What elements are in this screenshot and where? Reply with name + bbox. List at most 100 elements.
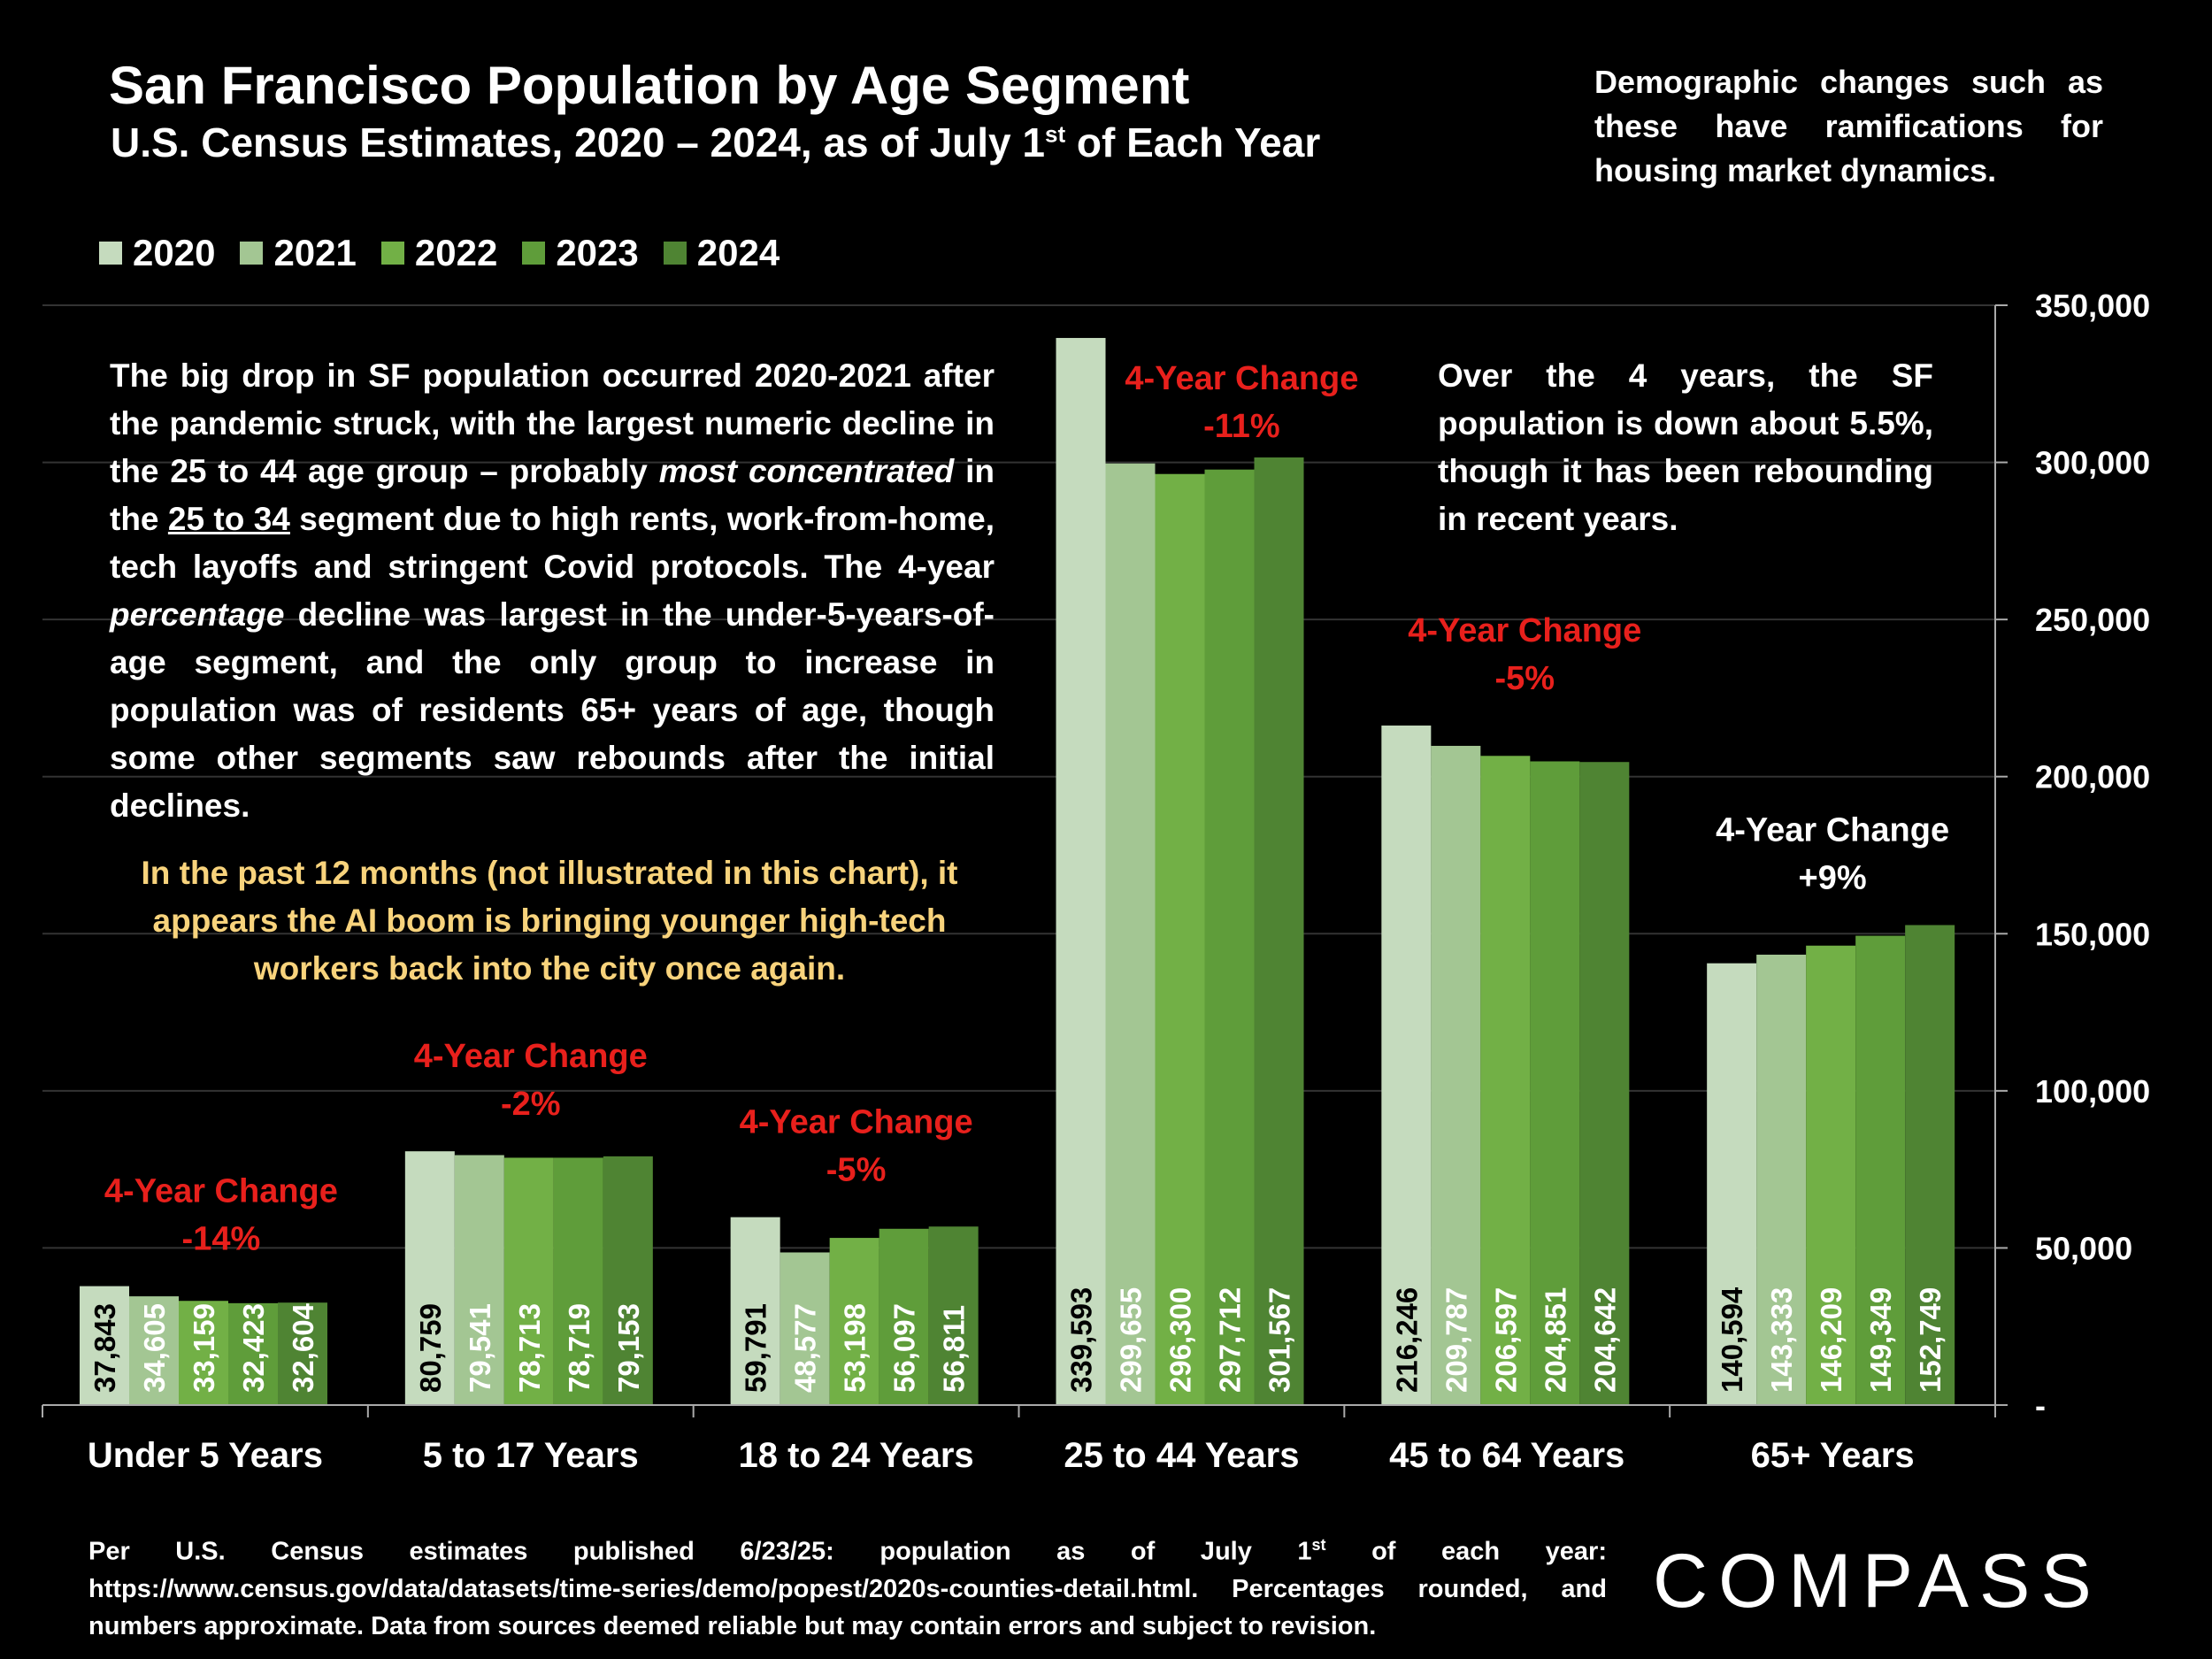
bar [1806,945,1856,1405]
bar-value-label: 78,713 [513,1303,546,1393]
commentary-text-2: in the [110,453,995,537]
bar [1905,925,1955,1405]
commentary-emphasis-2: percentage [110,596,285,633]
change-annotation-value: -5% [1494,660,1555,697]
change-annotation-value: -14% [182,1221,261,1258]
x-category-label: 5 to 17 Years [423,1436,639,1475]
bar-value-label: 37,843 [88,1303,121,1393]
bar [1204,469,1255,1406]
legend-swatch [522,242,546,265]
legend-label: 2021 [273,232,357,273]
ai-boom-note: In the past 12 months (not illustrated i… [141,855,958,987]
bar-value-label: 301,567 [1263,1287,1296,1393]
y-tick-label: 300,000 [2035,445,2150,481]
bar [454,1155,504,1405]
chart-title: San Francisco Population by Age Segment [109,56,1190,115]
change-annotation-label: 4-Year Change [1408,612,1641,649]
subtitle-superscript: st [1045,120,1066,148]
x-category-label: Under 5 Years [88,1436,323,1475]
chart-legend: 2020 2021 2022 2023 2024 [99,232,780,274]
footnote-superscript: st [1311,1536,1326,1554]
bar-value-label: 143,333 [1765,1287,1798,1393]
bar [179,1301,228,1405]
change-annotation-value: -2% [501,1086,561,1123]
bar-value-label: 206,597 [1489,1287,1522,1393]
bar [1381,726,1432,1405]
bar-value-label: 78,719 [563,1303,595,1393]
commentary-underline: 25 to 34 [167,501,290,537]
bar-value-label: 297,712 [1214,1287,1247,1393]
change-annotation-label: 4-Year Change [1716,812,1949,849]
bar-value-label: 140,594 [1716,1286,1748,1393]
source-footnote: Per U.S. Census estimates published 6/23… [88,1526,1607,1645]
bar [928,1226,979,1405]
bar [503,1157,554,1405]
commentary-text-1: The big drop in SF population occurred 2… [110,357,995,489]
bar-value-label: 59,791 [740,1303,772,1393]
bar-value-label: 79,153 [612,1303,645,1393]
bar-value-label: 299,655 [1115,1287,1148,1393]
bar [1480,756,1531,1405]
footnote-text-1: Per U.S. Census estimates published 6/23… [88,1537,1312,1566]
change-annotation-label: 4-Year Change [104,1173,338,1210]
bar-value-label: 209,787 [1440,1287,1472,1393]
bar [1431,745,1481,1405]
bar-value-label: 56,811 [938,1305,971,1393]
bar-value-label: 339,593 [1065,1287,1098,1393]
bar-value-label: 48,577 [789,1303,822,1393]
legend-item: 2024 [663,232,780,274]
x-category-label: 45 to 64 Years [1389,1436,1624,1475]
bar [129,1296,179,1405]
y-tick-label: - [2035,1387,2046,1424]
bar [1579,762,1630,1405]
bar-value-label: 204,642 [1588,1287,1621,1393]
legend-swatch [240,242,264,265]
compass-logo: COMPASS [1653,1539,2102,1624]
y-tick-label: 150,000 [2035,916,2150,952]
subtitle-end: of Each Year [1065,119,1321,165]
change-annotation-value: -11% [1203,408,1280,445]
bar-value-label: 56,097 [888,1303,921,1393]
commentary-text-4: decline was largest in the under-5-years… [110,596,995,824]
side-note: Demographic changes such as these have r… [1594,64,2103,188]
bar-value-label: 152,749 [1914,1287,1947,1393]
bar-value-label: 32,604 [287,1302,319,1393]
x-category-label: 18 to 24 Years [739,1436,974,1475]
bar [1855,935,1906,1405]
bar-value-label: 296,300 [1164,1287,1197,1393]
bar [1105,463,1156,1406]
change-annotation-value: +9% [1799,860,1867,897]
change-annotation-value: -5% [826,1152,887,1189]
x-category-label: 25 to 44 Years [1064,1436,1299,1475]
bar-value-label: 79,541 [464,1303,496,1393]
legend-swatch [380,242,404,265]
bar [1707,963,1757,1405]
bar [228,1302,278,1405]
bar-value-label: 53,198 [839,1303,872,1393]
x-category-label: 65+ Years [1751,1436,1915,1475]
footnote-text-2: of each year: https://www.census.gov/dat… [88,1537,1607,1640]
main-commentary: The big drop in SF population occurred 2… [110,352,995,830]
legend-item: 2022 [380,232,498,274]
bar-value-label: 34,605 [138,1303,171,1393]
legend-label: 2022 [414,232,498,273]
legend-label: 2023 [556,232,639,273]
change-annotation-label: 4-Year Change [1125,360,1358,397]
bar [1155,473,1205,1406]
bar [829,1238,879,1405]
bar [603,1156,653,1405]
bar [1254,457,1304,1405]
bar [1056,337,1106,1405]
bar [780,1252,830,1405]
legend-item: 2021 [240,232,357,274]
y-tick-label: 250,000 [2035,602,2150,638]
bar-value-label: 33,159 [188,1303,220,1393]
bar [1756,954,1807,1405]
population-change-note: Over the 4 years, the SF population is d… [1438,357,1933,537]
commentary-text-3: segment due to high rents, work-from-hom… [110,501,995,585]
y-tick-label: 50,000 [2035,1230,2132,1266]
legend-label: 2020 [133,232,216,273]
subtitle-main: U.S. Census Estimates, 2020 – 2024, as o… [111,119,1046,165]
y-tick-label: 100,000 [2035,1073,2150,1110]
